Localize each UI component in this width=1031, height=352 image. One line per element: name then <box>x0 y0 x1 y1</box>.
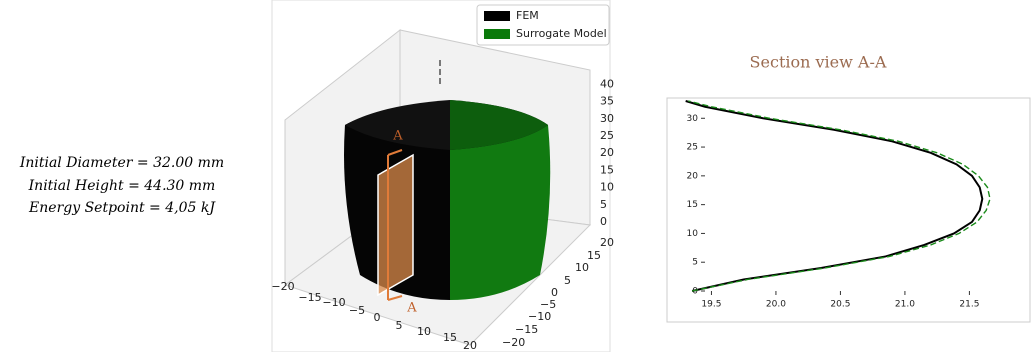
x-tick-label: 20 <box>463 339 477 352</box>
z-tick-label: 0 <box>600 215 607 228</box>
parameter: Initial Height = 44.30 mm <box>28 178 216 194</box>
x-tick-label: 19.5 <box>701 300 721 310</box>
legend: FEM Surrogate Model <box>477 5 609 45</box>
section-label: A <box>392 129 403 144</box>
z-tick-label: 10 <box>600 181 614 194</box>
x-tick-label: −20 <box>271 280 294 293</box>
x-tick-label: −5 <box>349 304 365 317</box>
x-tick-label: 21.5 <box>959 300 979 310</box>
y-tick-label: −20 <box>502 336 525 349</box>
y-tick-label: −15 <box>515 323 538 336</box>
x-tick-label: −10 <box>322 296 345 309</box>
z-tick-label: 25 <box>600 129 614 142</box>
y-tick-label: 25 <box>687 143 698 153</box>
legend-label: FEM <box>516 9 539 22</box>
cylinder <box>344 100 550 300</box>
z-tick-label: 30 <box>600 112 614 125</box>
y-tick-label: 15 <box>687 200 698 210</box>
y-tick-label: 5 <box>692 258 698 268</box>
legend-label: Surrogate Model <box>516 27 607 40</box>
y-tick-label: 30 <box>687 114 699 124</box>
y-tick-label: −10 <box>528 310 551 323</box>
z-tick-label: 5 <box>600 198 607 211</box>
z-tick-label: 15 <box>600 163 614 176</box>
x-tick-label: 15 <box>443 331 457 344</box>
section-label: A <box>406 301 417 316</box>
x-tick-label: 0 <box>374 311 381 324</box>
y-tick-label: 15 <box>587 249 601 262</box>
y-tick-label: 20 <box>600 236 614 249</box>
x-tick-label: 10 <box>417 325 431 338</box>
x-tick-label: 21.0 <box>895 300 915 310</box>
parameter: Initial Diameter = 32.00 mm <box>19 155 224 171</box>
x-tick-label: 20.0 <box>766 300 786 310</box>
chart-title: Section view A-A <box>750 53 887 72</box>
figure: Initial Diameter = 32.00 mm Initial Heig… <box>0 0 1031 352</box>
z-tick-label: 35 <box>600 95 614 108</box>
y-tick-label: 20 <box>687 171 699 181</box>
z-tick-label: 20 <box>600 146 614 159</box>
x-tick-label: 5 <box>396 319 403 332</box>
y-tick-label: 10 <box>575 261 589 274</box>
x-tick-label: 20.5 <box>830 300 850 310</box>
page: Initial Diameter = 32.00 mm Initial Heig… <box>0 0 1031 352</box>
z-tick-label: 40 <box>600 77 614 90</box>
x-tick-label: −15 <box>298 291 321 304</box>
y-tick-label: 5 <box>564 274 571 287</box>
y-tick-label: 10 <box>687 229 699 239</box>
parameter: Energy Setpoint = 4,05 kJ <box>28 200 216 216</box>
